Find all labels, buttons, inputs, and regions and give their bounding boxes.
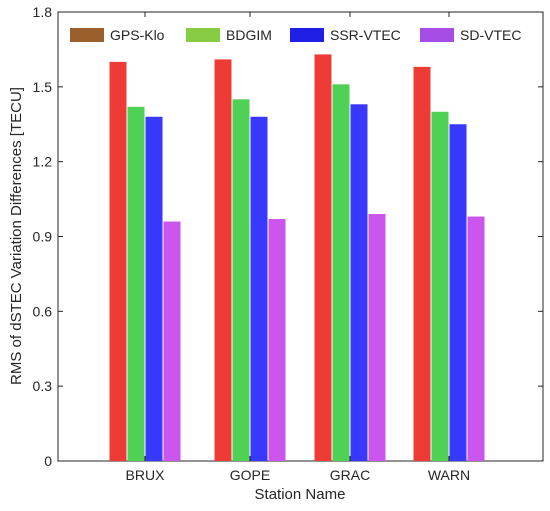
bar-warn-gps-klo: [413, 66, 431, 461]
y-tick-label: 1.5: [33, 79, 53, 95]
legend-swatch-gps-klo: [70, 28, 104, 42]
legend-label-gps-klo: GPS-Klo: [110, 27, 165, 43]
y-tick-label: 0: [44, 453, 52, 469]
bar-gope-sd-vtec: [268, 219, 286, 461]
y-tick-label: 1.2: [33, 154, 53, 170]
bar-gope-gps-klo: [214, 59, 232, 462]
legend-swatch-sd-vtec: [420, 28, 454, 42]
bar-gope-ssr-vtec: [250, 116, 268, 462]
y-tick-label: 1.8: [33, 4, 53, 20]
x-axis-label: Station Name: [255, 486, 346, 503]
y-tick-label: 0.6: [33, 303, 53, 319]
legend-label-ssr-vtec: SSR-VTEC: [330, 27, 401, 43]
bar-brux-bdgim: [127, 106, 145, 462]
bar-brux-ssr-vtec: [145, 116, 163, 462]
legend-swatch-bdgim: [186, 28, 220, 42]
y-axis: 0 0.3 0.6 0.9 1.2 1.5 1.8: [33, 4, 543, 469]
x-tick-label: WARN: [428, 467, 470, 483]
legend-label-bdgim: BDGIM: [226, 27, 272, 43]
legend-label-sd-vtec: SD-VTEC: [460, 27, 521, 43]
y-tick-label: 0.9: [33, 229, 53, 245]
bar-grac-gps-klo: [314, 54, 332, 462]
bar-grac-ssr-vtec: [350, 104, 368, 462]
legend-swatch-ssr-vtec: [290, 28, 324, 42]
y-tick-label: 0.3: [33, 378, 53, 394]
bar-grac-bdgim: [332, 84, 350, 461]
x-tick-label: GRAC: [330, 467, 370, 483]
x-tick-label: BRUX: [126, 467, 166, 483]
x-axis: BRUX GOPE GRAC WARN: [126, 12, 470, 483]
bar-warn-sd-vtec: [467, 216, 485, 461]
bar-brux-gps-klo: [109, 61, 127, 462]
bar-warn-ssr-vtec: [449, 124, 467, 461]
bar-brux-sd-vtec: [163, 221, 181, 461]
y-axis-label: RMS of dSTEC Variation Differences [TECU…: [8, 87, 25, 385]
bar-gope-bdgim: [232, 99, 250, 462]
bar-grac-sd-vtec: [368, 214, 386, 461]
x-tick-label: GOPE: [230, 467, 270, 483]
legend: GPS-Klo BDGIM SSR-VTEC SD-VTEC: [70, 27, 521, 43]
bars-layer: [109, 54, 485, 462]
bar-warn-bdgim: [431, 111, 449, 462]
